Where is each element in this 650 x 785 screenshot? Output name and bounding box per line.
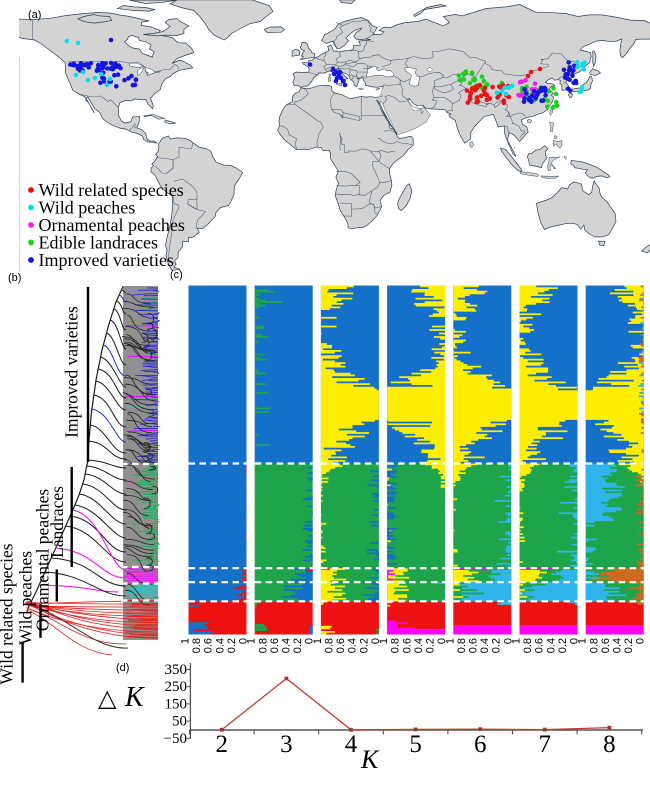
svg-text:K: K (360, 745, 380, 774)
svg-text:2: 2 (216, 731, 229, 758)
svg-text:150: 150 (165, 696, 188, 712)
svg-text:1: 1 (246, 638, 258, 644)
svg-text:Wild peaches: Wild peaches (39, 198, 136, 218)
svg-text:Wild peaches: Wild peaches (16, 551, 36, 645)
svg-text:0.2: 0.2 (358, 638, 370, 653)
svg-text:0.8: 0.8 (390, 638, 402, 653)
svg-text:1: 1 (444, 638, 456, 644)
svg-text:0.2: 0.2 (557, 638, 569, 653)
svg-text:0: 0 (436, 638, 448, 644)
svg-text:250: 250 (165, 679, 188, 695)
svg-text:Landraces: Landraces (47, 486, 67, 558)
svg-text:0.8: 0.8 (522, 638, 534, 653)
svg-text:(a): (a) (28, 9, 41, 21)
svg-text:5: 5 (409, 731, 422, 758)
svg-text:0.4: 0.4 (347, 638, 359, 653)
svg-text:0.6: 0.6 (335, 638, 347, 653)
svg-text:1: 1 (511, 638, 523, 644)
svg-text:0.6: 0.6 (600, 638, 612, 653)
svg-text:(b): (b) (8, 272, 21, 284)
svg-text:0.4: 0.4 (612, 638, 624, 653)
svg-text:3: 3 (280, 731, 293, 758)
svg-text:0: 0 (304, 638, 316, 644)
svg-text:1: 1 (312, 638, 324, 644)
svg-text:0: 0 (569, 638, 581, 644)
svg-text:K: K (124, 682, 145, 713)
svg-text:0.6: 0.6 (203, 638, 215, 653)
svg-text:0.2: 0.2 (226, 638, 238, 653)
svg-text:−50: −50 (164, 731, 187, 747)
svg-text:Edible landraces: Edible landraces (39, 233, 158, 253)
svg-text:Improved varieties: Improved varieties (62, 306, 82, 438)
svg-text:0.6: 0.6 (468, 638, 480, 653)
svg-text:0.4: 0.4 (545, 638, 557, 653)
svg-text:1: 1 (577, 638, 589, 644)
svg-text:0.4: 0.4 (214, 638, 226, 653)
svg-text:0.6: 0.6 (534, 638, 546, 653)
svg-text:Improved varieties: Improved varieties (39, 250, 174, 270)
svg-text:0.8: 0.8 (191, 638, 203, 653)
svg-text:△: △ (98, 685, 117, 712)
svg-text:0.2: 0.2 (292, 638, 304, 653)
svg-text:Wild related species: Wild related species (0, 543, 17, 684)
svg-text:Ornamental peaches: Ornamental peaches (33, 489, 53, 632)
svg-text:0.4: 0.4 (281, 638, 293, 653)
svg-text:0: 0 (635, 638, 647, 644)
svg-text:(c): (c) (170, 269, 183, 281)
svg-text:0.8: 0.8 (456, 638, 468, 653)
svg-text:0.6: 0.6 (269, 638, 281, 653)
svg-text:0.2: 0.2 (623, 638, 635, 653)
svg-text:0.8: 0.8 (588, 638, 600, 653)
svg-text:0.2: 0.2 (491, 638, 503, 653)
svg-text:0.8: 0.8 (324, 638, 336, 653)
svg-text:4: 4 (345, 731, 358, 758)
svg-text:0.2: 0.2 (425, 638, 437, 653)
svg-text:350: 350 (165, 662, 188, 678)
svg-text:1: 1 (378, 638, 390, 644)
svg-text:(d): (d) (116, 662, 129, 674)
svg-text:Ornamental peaches: Ornamental peaches (39, 215, 185, 235)
svg-text:50: 50 (172, 714, 187, 730)
svg-text:1: 1 (180, 638, 192, 644)
svg-text:8: 8 (603, 731, 616, 758)
svg-text:7: 7 (539, 731, 552, 758)
svg-text:0.6: 0.6 (401, 638, 413, 653)
svg-text:0: 0 (370, 638, 382, 644)
svg-text:0: 0 (238, 638, 250, 644)
svg-text:0.8: 0.8 (257, 638, 269, 653)
svg-text:6: 6 (474, 731, 487, 758)
svg-text:Wild related species: Wild related species (39, 180, 184, 200)
svg-text:0.4: 0.4 (479, 638, 491, 653)
svg-text:0.4: 0.4 (413, 638, 425, 653)
svg-text:0: 0 (502, 638, 514, 644)
